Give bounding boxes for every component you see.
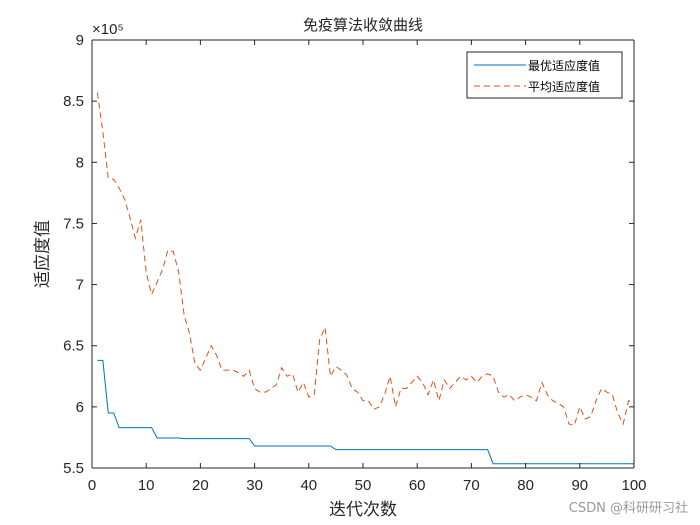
x-tick-label: 60	[409, 477, 426, 494]
y-tick-label: 6	[76, 399, 84, 416]
x-tick-label: 70	[463, 477, 480, 494]
plot-area	[92, 40, 634, 468]
y-axis-label: 适应度值	[33, 220, 53, 288]
x-tick-label: 30	[246, 477, 263, 494]
x-tick-label: 10	[138, 477, 155, 494]
tick-layer: 0 10 20 30 40 50 60 70 80 90 100 5.5 6 6.5 7 7.5 8 8.5 9	[63, 32, 646, 494]
series-line-best	[97, 359, 634, 465]
legend: 最优适应度值 平均适应度值	[466, 51, 623, 99]
watermark: CSDN @科研研习社	[569, 500, 688, 516]
x-tick-label: 90	[571, 477, 588, 494]
chart-title: 免疫算法收敛曲线	[303, 16, 423, 34]
x-tick-label: 100	[621, 477, 646, 494]
x-tick-label: 80	[517, 477, 534, 494]
y-tick-label: 9	[76, 32, 84, 49]
legend-label-best: 最优适应度值	[528, 58, 600, 73]
y-tick-label: 7	[76, 277, 84, 294]
x-tick-label: 0	[88, 477, 96, 494]
y-exponent-label: ×10⁵	[92, 21, 124, 38]
y-tick-label: 8	[76, 154, 84, 171]
series-layer	[96, 92, 635, 465]
y-tick-label: 6.5	[63, 338, 84, 355]
legend-box	[466, 51, 623, 99]
x-tick-label: 50	[355, 477, 372, 494]
legend-label-avg: 平均适应度值	[528, 79, 600, 94]
y-tick-label: 8.5	[63, 93, 84, 110]
x-tick-label: 40	[300, 477, 317, 494]
x-tick-label: 20	[192, 477, 209, 494]
y-tick-label: 5.5	[63, 460, 84, 477]
x-axis-label: 迭代次数	[329, 500, 397, 520]
y-tick-label: 7.5	[63, 215, 84, 232]
